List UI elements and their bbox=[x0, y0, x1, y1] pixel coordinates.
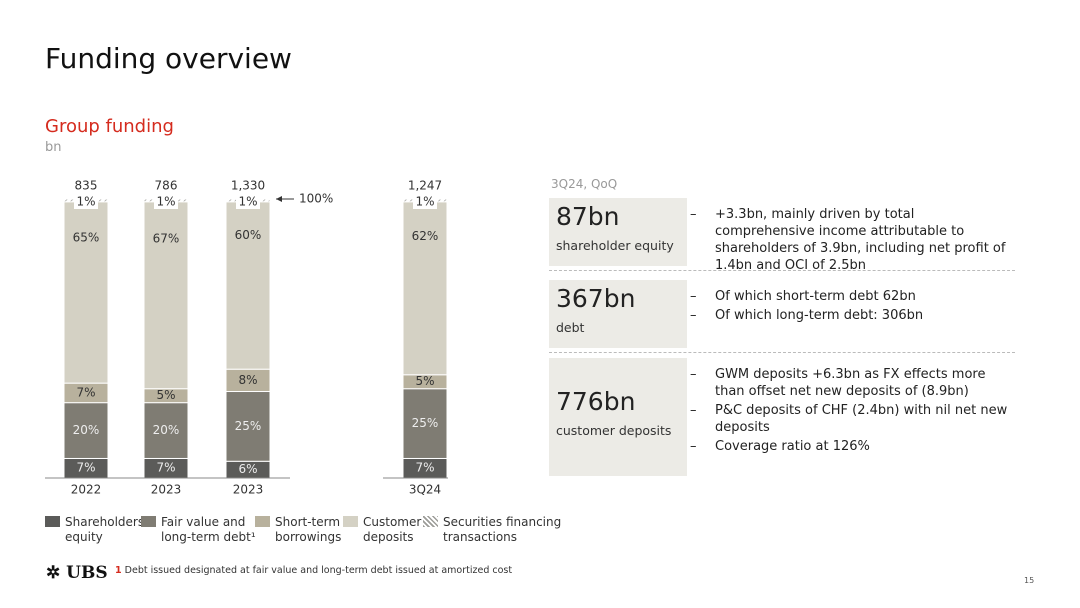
bullet: Of which long-term debt: 306bn bbox=[690, 307, 1010, 324]
data-label: 67% bbox=[153, 232, 180, 246]
separator bbox=[549, 270, 1015, 271]
bullet: P&C deposits of CHF (2.4bn) with nil net… bbox=[690, 402, 1010, 436]
data-label: 7% bbox=[76, 461, 95, 475]
data-label: 1% bbox=[238, 195, 257, 209]
footnote: 1 Debt issued designated at fair value a… bbox=[115, 565, 512, 576]
data-label: 20% bbox=[73, 423, 100, 437]
bar-segment bbox=[143, 402, 189, 459]
bullet: Coverage ratio at 126% bbox=[690, 438, 1010, 455]
label-bg bbox=[154, 198, 178, 209]
data-label: 7% bbox=[76, 385, 95, 399]
x-tick-label: 2023 bbox=[151, 483, 182, 497]
data-label: 20% bbox=[153, 423, 180, 437]
legend-swatch bbox=[255, 516, 270, 527]
metric-label: shareholder equity bbox=[556, 238, 674, 253]
x-tick-label: 2022 bbox=[71, 483, 102, 497]
legend-label: Customer deposits bbox=[363, 515, 422, 544]
bullet: +3.3bn, mainly driven by total comprehen… bbox=[690, 206, 1010, 274]
total-label: 786 bbox=[155, 179, 178, 193]
bar-segment bbox=[63, 201, 109, 384]
legend-swatch bbox=[45, 516, 60, 527]
data-label: 1% bbox=[156, 195, 175, 209]
logo-text: UBS bbox=[66, 563, 108, 583]
data-label: 65% bbox=[73, 231, 100, 245]
slide-title: Funding overview bbox=[45, 42, 292, 75]
page-number: 15 bbox=[1024, 576, 1035, 585]
legend-label: Shareholders equity bbox=[65, 515, 145, 544]
data-label: 5% bbox=[415, 374, 434, 388]
data-label: 60% bbox=[235, 228, 262, 242]
footnote-text: Debt issued designated at fair value and… bbox=[124, 565, 513, 576]
bullet-list: GWM deposits +6.3bn as FX effects more t… bbox=[690, 366, 1010, 457]
bullet: GWM deposits +6.3bn as FX effects more t… bbox=[690, 366, 1010, 400]
x-tick-label: 3Q24 bbox=[409, 483, 441, 497]
separator bbox=[549, 352, 1015, 353]
data-label: 5% bbox=[156, 388, 175, 402]
chart: 7% 20% 7% 65% 1% 835 2022 7% 20% 5% 67% 1% 786 2023 6%… bbox=[45, 179, 448, 497]
metric-value: 367bn bbox=[556, 284, 636, 313]
bar-segment bbox=[402, 388, 448, 459]
chart-title: Group funding bbox=[45, 116, 174, 137]
data-label: 25% bbox=[412, 416, 439, 430]
bar-segment bbox=[63, 402, 109, 459]
bullet: Of which short-term debt 62bn bbox=[690, 288, 1010, 305]
legend-swatch bbox=[343, 516, 358, 527]
metric-box: 776bn customer deposits bbox=[549, 358, 687, 476]
panel-heading: 3Q24, QoQ bbox=[551, 177, 618, 191]
total-label: 1,247 bbox=[408, 179, 442, 193]
legend-label: Fair value and long-term debt¹ bbox=[161, 515, 256, 544]
total-label: 1,330 bbox=[231, 179, 265, 193]
bullet-list: Of which short-term debt 62bn Of which lo… bbox=[690, 288, 1010, 326]
data-label: 1% bbox=[415, 195, 434, 209]
legend-swatch bbox=[423, 516, 438, 527]
footnote-marker: 1 bbox=[115, 565, 122, 576]
bar-segment bbox=[402, 201, 448, 376]
data-label: 7% bbox=[156, 461, 175, 475]
metric-box: 367bn debt bbox=[549, 280, 687, 348]
data-label: 7% bbox=[415, 461, 434, 475]
total-label: 835 bbox=[75, 179, 98, 193]
data-label: 6% bbox=[238, 462, 257, 476]
x-tick-label: 2023 bbox=[233, 483, 264, 497]
annotation: 100% bbox=[299, 192, 333, 206]
metric-box: 87bn shareholder equity bbox=[549, 198, 687, 266]
metric-label: debt bbox=[556, 320, 585, 335]
label-bg bbox=[74, 198, 98, 209]
label-bg bbox=[236, 198, 260, 209]
metric-value: 87bn bbox=[556, 202, 620, 231]
metric-value: 776bn bbox=[556, 387, 636, 416]
data-label: 1% bbox=[76, 195, 95, 209]
annotation-arrowhead bbox=[276, 196, 282, 202]
data-label: 25% bbox=[235, 419, 262, 433]
bullet-list: +3.3bn, mainly driven by total comprehen… bbox=[690, 206, 1010, 276]
data-label: 8% bbox=[238, 373, 257, 387]
logo: ✲ UBS bbox=[46, 563, 108, 583]
legend-swatch bbox=[141, 516, 156, 527]
chart-subtitle: bn bbox=[45, 140, 62, 155]
bar-segment bbox=[225, 201, 271, 370]
legend-label: Short-term borrowings bbox=[275, 515, 342, 544]
metric-label: customer deposits bbox=[556, 423, 672, 438]
data-label: 62% bbox=[412, 229, 439, 243]
legend-label: Securities financing transactions bbox=[443, 515, 562, 544]
label-bg bbox=[413, 198, 437, 209]
bar-segment bbox=[143, 201, 189, 390]
